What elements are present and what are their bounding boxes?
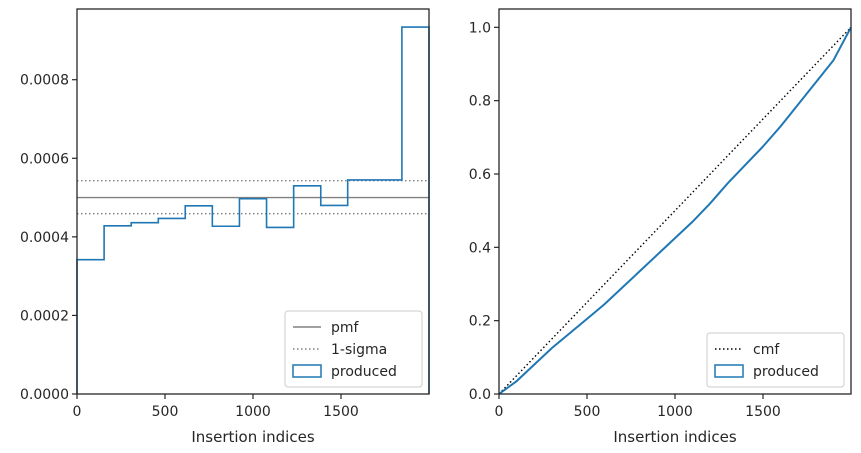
y-tick-label: 0.0000 — [20, 387, 69, 403]
legend-label-1-sigma: 1-sigma — [331, 342, 387, 358]
y-tick-label: 0.2 — [469, 314, 491, 330]
y-tick-label: 0.0002 — [20, 308, 69, 324]
histogram-step-series — [76, 26, 430, 394]
y-tick-label: 1.0 — [469, 20, 491, 36]
legend-box — [284, 310, 423, 388]
x-axis-label: Insertion indices — [191, 428, 314, 446]
cmf-line — [498, 26, 852, 395]
y-tick-label: 0.8 — [469, 94, 491, 110]
x-tick-label: 0 — [73, 404, 82, 420]
x-tick-label: 1000 — [235, 404, 271, 420]
x-tick-label: 1000 — [657, 404, 693, 420]
x-tick-label: 1500 — [745, 404, 781, 420]
x-tick-label: 500 — [574, 404, 601, 420]
y-tick-label: 0.0008 — [20, 73, 69, 89]
x-tick-label: 1500 — [323, 404, 359, 420]
x-tick-label: 500 — [152, 404, 179, 420]
x-axis-label: Insertion indices — [613, 428, 736, 446]
y-tick-label: 0.6 — [469, 167, 491, 183]
legend-swatch-produced — [292, 364, 322, 378]
legend-label-cmf: cmf — [753, 342, 780, 358]
legend-label-pmf: pmf — [331, 320, 360, 336]
legend-label-produced: produced — [753, 364, 819, 380]
legend-swatch-produced — [714, 364, 744, 378]
y-tick-label: 0.0 — [469, 387, 491, 403]
y-tick-label: 0.4 — [469, 240, 491, 256]
y-tick-label: 0.0006 — [20, 151, 69, 167]
legend-box — [706, 332, 845, 388]
y-tick-label: 0.0004 — [20, 230, 69, 246]
cumulative-panel: 0 500 1000 1500 0.0 0.2 0.4 0.6 0.8 1.0 Insertion … — [469, 8, 852, 446]
histogram-panel: 0 500 1000 1500 0.0000 0.0002 0.0004 0.0006 0.00… — [20, 8, 430, 446]
produced-line — [498, 26, 852, 395]
legend-label-produced: produced — [331, 364, 397, 380]
x-tick-label: 0 — [495, 404, 504, 420]
